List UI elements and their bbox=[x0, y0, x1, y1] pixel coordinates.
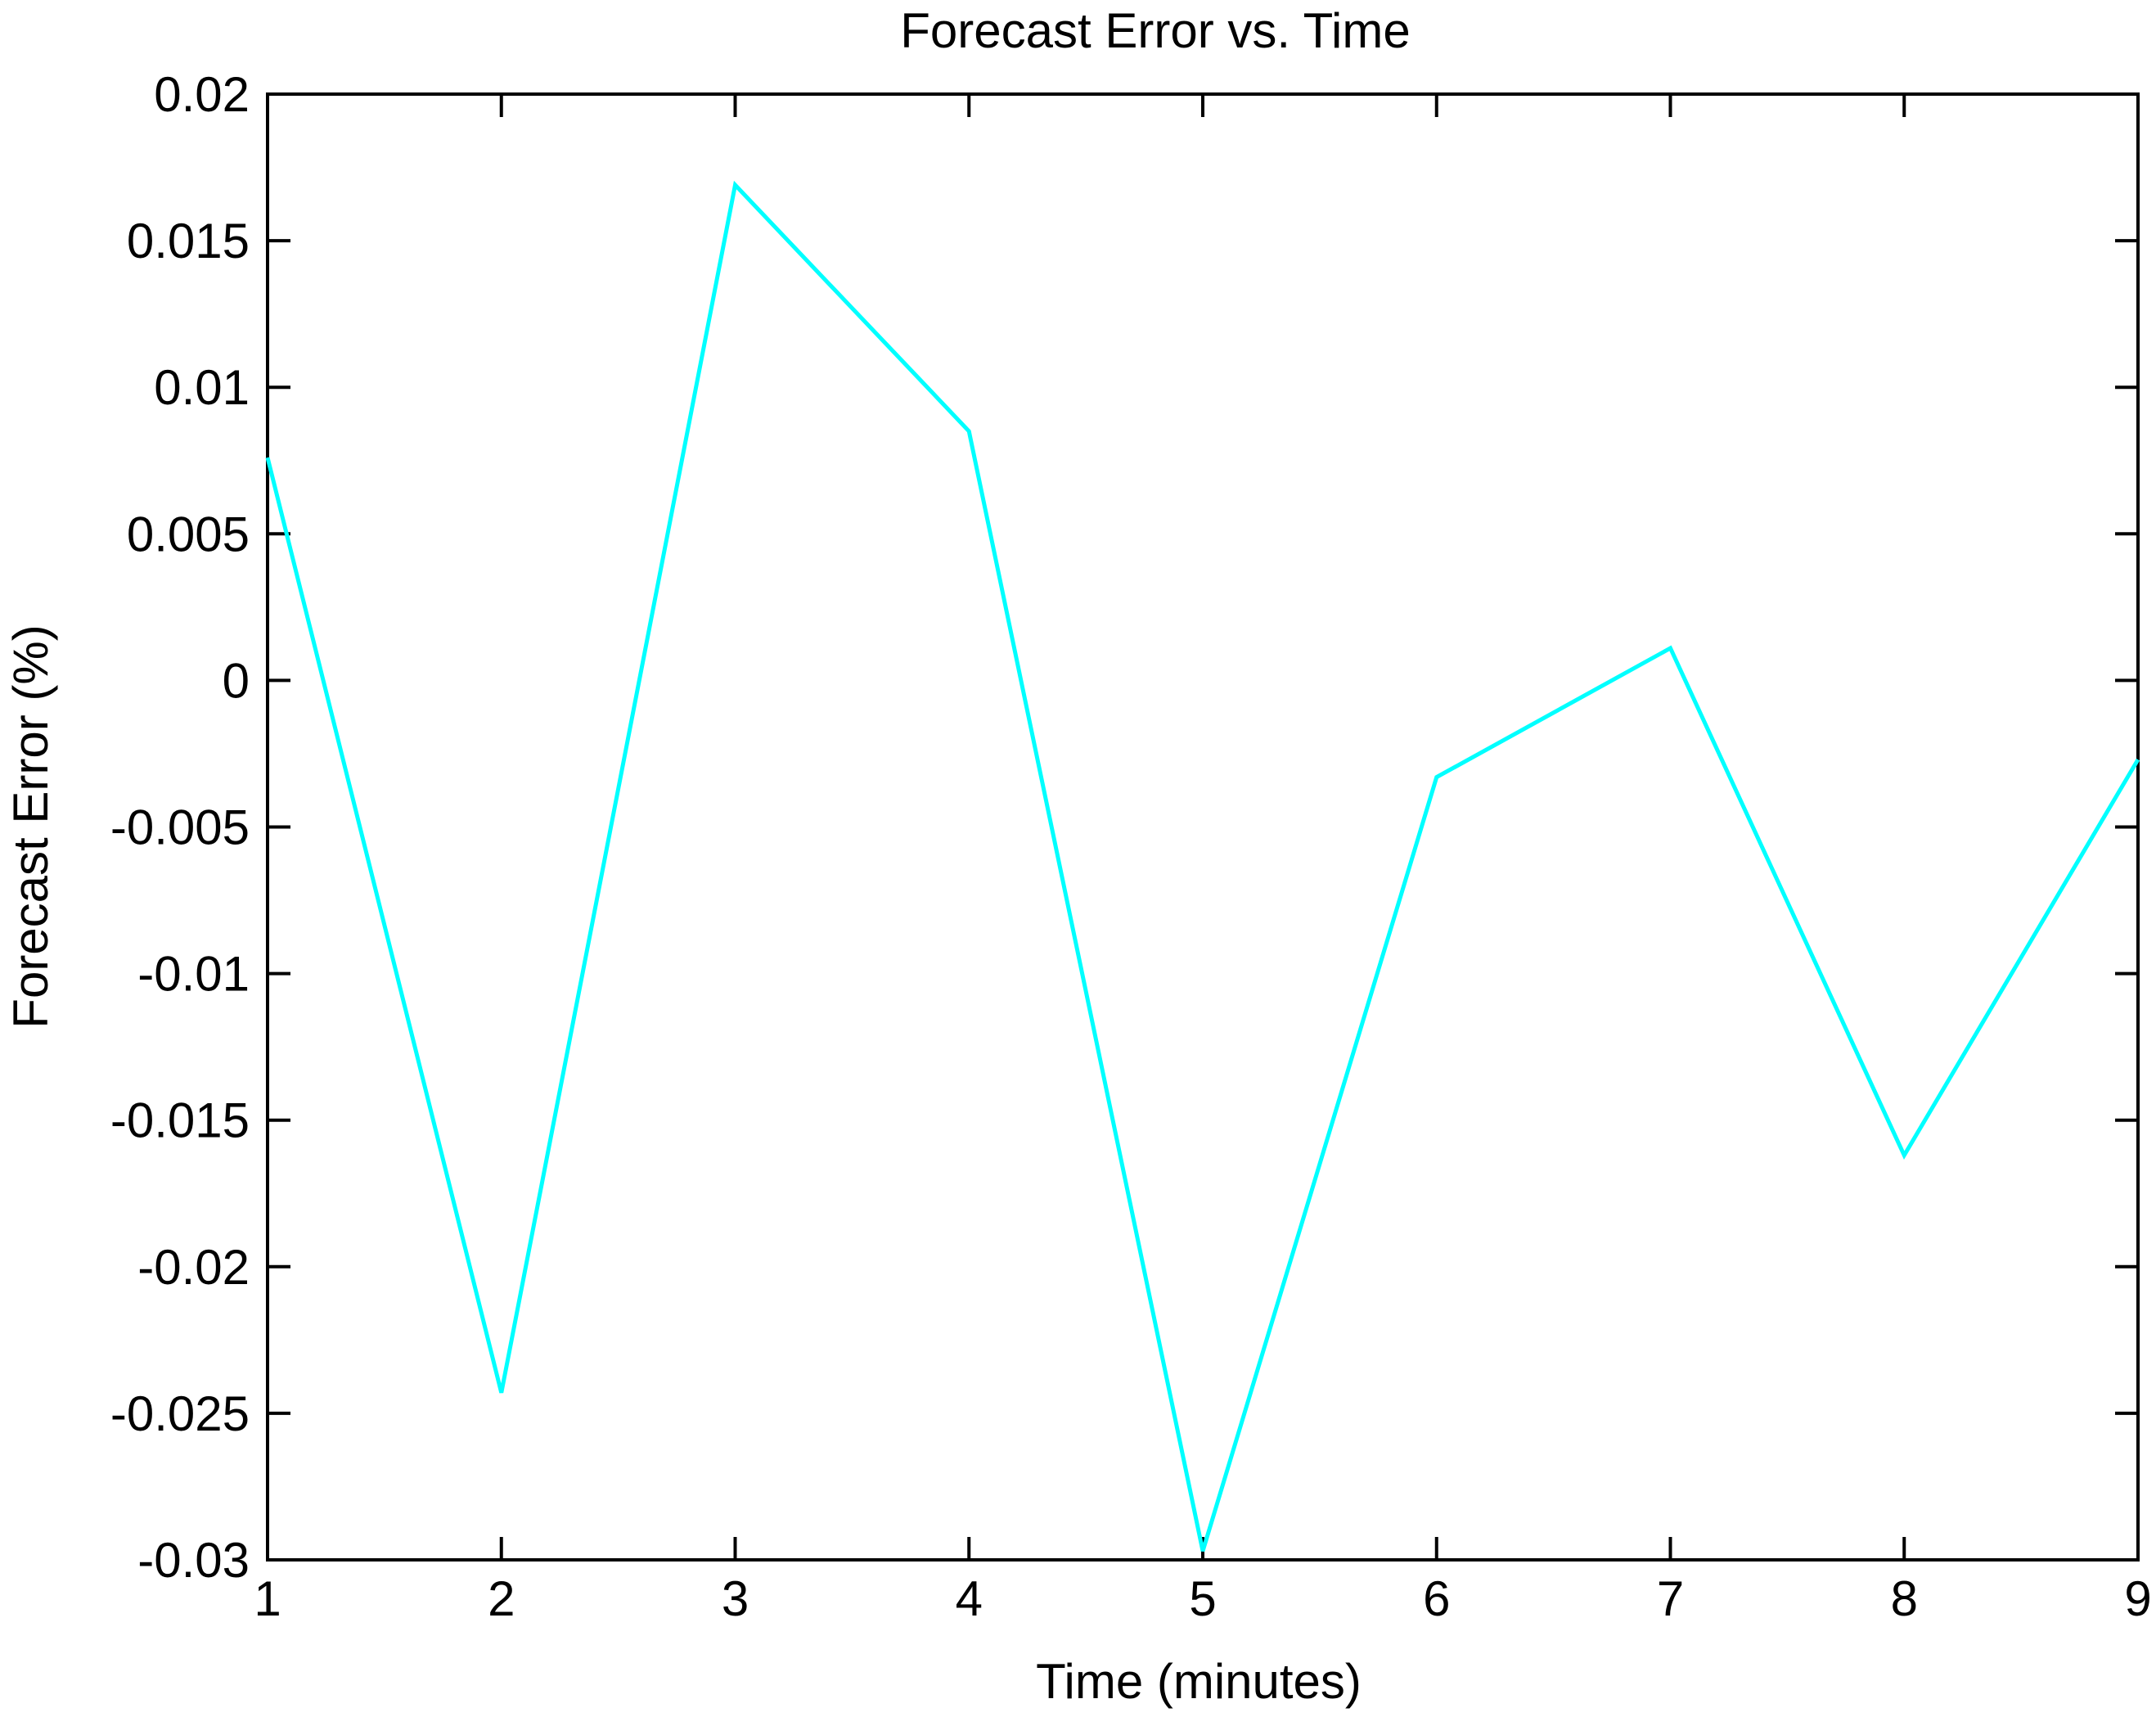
x-tick-label: 3 bbox=[722, 1571, 749, 1626]
y-tick-label: -0.025 bbox=[110, 1386, 250, 1441]
series-layer bbox=[265, 180, 2140, 1552]
y-tick-label: -0.03 bbox=[137, 1533, 250, 1588]
x-tick-label: 6 bbox=[1423, 1571, 1450, 1626]
x-tick-label: 1 bbox=[254, 1571, 281, 1626]
y-tick-label: -0.02 bbox=[137, 1240, 250, 1295]
x-tick-label: 5 bbox=[1189, 1571, 1216, 1626]
x-tick-label: 2 bbox=[488, 1571, 515, 1626]
axis-ticks: 1 2 3 4 5 6 7 8 9 0.02 0.015 0.01 0.005 0 -0.005 -0.01 -… bbox=[110, 67, 2152, 1626]
x-tick-label: 7 bbox=[1657, 1571, 1684, 1626]
series-line bbox=[265, 180, 2140, 1552]
x-tick-label: 8 bbox=[1891, 1571, 1918, 1626]
y-tick-label: 0 bbox=[223, 653, 250, 708]
chart-title: Forecast Error vs. Time bbox=[900, 3, 1410, 58]
y-tick-label: 0.015 bbox=[127, 214, 250, 268]
y-tick-label: -0.015 bbox=[110, 1093, 250, 1148]
y-tick-label: 0.005 bbox=[127, 507, 250, 561]
y-tick-label: -0.005 bbox=[110, 800, 250, 855]
x-tick-label: 4 bbox=[956, 1571, 983, 1626]
y-tick-label: -0.01 bbox=[137, 947, 250, 1002]
y-axis-label: Forecast Error (%) bbox=[3, 624, 58, 1028]
x-tick-label: 9 bbox=[2124, 1571, 2151, 1626]
y-tick-label: 0.01 bbox=[154, 360, 250, 415]
y-tick-label: 0.02 bbox=[154, 67, 250, 122]
x-axis-label: Time (minutes) bbox=[1036, 1654, 1362, 1709]
plot-frame bbox=[266, 92, 2140, 1562]
